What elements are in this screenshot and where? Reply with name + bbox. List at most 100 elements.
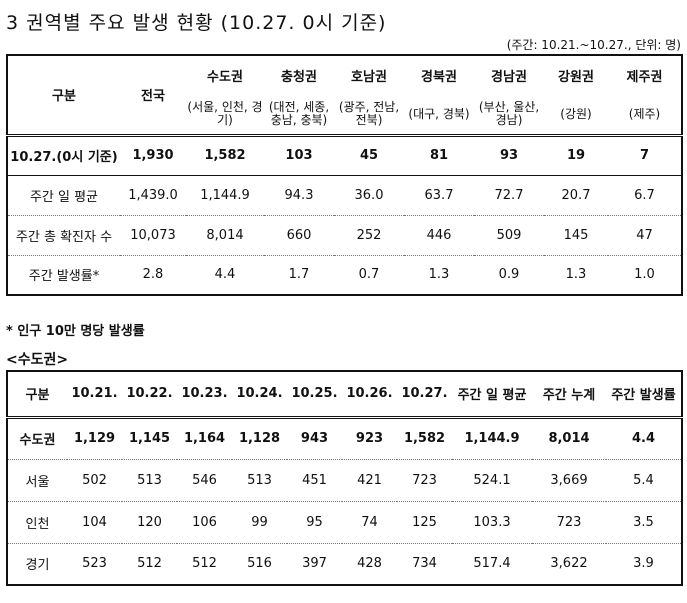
cell: 516 [232,542,287,585]
header-region-sub: (대구, 경북) [408,106,470,121]
cell: 19 [544,133,608,175]
cell: 8,014 [186,214,264,255]
regional-summary-table: 구분 전국 수도권 충청권 호남권 경북권 경남권 강원권 제주권 (서울, 인… [6,54,683,296]
header-region: 충청권 [281,70,317,85]
header-cell: 구분 [25,388,50,404]
cell: 5.4 [606,458,682,501]
row-label: 인천 [7,500,67,543]
cell: 63.7 [404,174,474,215]
header-corner: 구분 [52,89,76,105]
header-region-sub: (강원) [560,106,592,121]
header-cell: 10.26. [346,386,393,402]
cell: 3,622 [532,542,606,585]
header-cell: 10.27. [401,386,448,402]
header-region: 호남권 [351,70,387,85]
header-cell: 10.25. [291,386,338,402]
row-label: 경기 [7,542,67,585]
cell: 3.5 [606,500,682,543]
cell: 923 [342,415,397,459]
cell: 36.0 [334,174,404,215]
header-cell: 10.21. [71,386,118,402]
row-label: 서울 [7,458,67,501]
header-region-sub: (제주) [628,106,661,121]
cell: 3,669 [532,458,606,501]
header-cell: 주간 일 평균 [457,388,527,404]
cell: 1,582 [186,133,264,175]
header-region-sub: (부산, 울산, 경남) [478,100,540,128]
cell: 0.7 [334,254,404,295]
cell: 8,014 [532,415,606,459]
cell: 1,144.9 [186,174,264,215]
cell: 513 [232,458,287,501]
cell: 1,129 [67,415,122,459]
cell: 0.9 [474,254,544,295]
cell: 95 [287,500,342,543]
cell: 103.3 [452,500,532,543]
footnote: * 인구 10만 명당 발생률 [6,324,145,339]
header-region: 수도권 [207,70,243,85]
cell: 428 [342,542,397,585]
row-label: 주간 총 확진자 수 [7,214,120,255]
cell: 451 [287,458,342,501]
cell: 524.1 [452,458,532,501]
cell: 723 [532,500,606,543]
cell: 99 [232,500,287,543]
cell: 120 [122,500,177,543]
cell: 10,073 [120,214,186,255]
header-region-sub: (대전, 세종, 충남, 충북) [268,100,330,128]
header-national: 전국 [141,89,165,105]
row-label: 10.27.(0시 기준) [7,133,120,175]
header-cell: 주간 발생률 [611,388,676,404]
cell: 6.7 [608,174,682,215]
cell: 517.4 [452,542,532,585]
row-label: 주간 발생률* [7,254,120,295]
cell: 509 [474,214,544,255]
cell: 2.8 [120,254,186,295]
cell: 1,144.9 [452,415,532,459]
cell: 1.0 [608,254,682,295]
header-cell: 10.23. [181,386,228,402]
header-region: 경북권 [421,70,457,85]
page-title: 3 권역별 주요 발생 현황 (10.27. 0시 기준) [6,12,387,34]
capital-area-table: 구분 10.21. 10.22. 10.23. 10.24. 10.25. 10… [6,370,683,586]
cell: 660 [264,214,334,255]
cell: 446 [404,214,474,255]
cell: 513 [122,458,177,501]
cell: 72.7 [474,174,544,215]
cell: 145 [544,214,608,255]
cell: 4.4 [186,254,264,295]
cell: 94.3 [264,174,334,215]
cell: 1,164 [177,415,232,459]
cell: 1.7 [264,254,334,295]
cell: 45 [334,133,404,175]
cell: 7 [608,133,682,175]
header-region: 경남권 [491,70,527,85]
cell: 546 [177,458,232,501]
unit-note: (주간: 10.21.~10.27., 단위: 명) [506,38,681,52]
header-region-sub: (서울, 인천, 경기) [187,100,263,128]
header-cell: 주간 누계 [542,388,596,404]
cell: 734 [397,542,452,585]
cell: 1,128 [232,415,287,459]
header-region: 강원권 [558,70,594,85]
cell: 1,145 [122,415,177,459]
cell: 81 [404,133,474,175]
cell: 512 [122,542,177,585]
cell: 104 [67,500,122,543]
cell: 421 [342,458,397,501]
row-label: 주간 일 평균 [7,174,120,215]
cell: 252 [334,214,404,255]
header-region-sub: (광주, 전남, 전북) [338,100,400,128]
cell: 125 [397,500,452,543]
cell: 1.3 [544,254,608,295]
cell: 20.7 [544,174,608,215]
section-title: <수도권> [6,352,69,368]
cell: 1.3 [404,254,474,295]
cell: 502 [67,458,122,501]
header-cell: 10.22. [126,386,173,402]
cell: 93 [474,133,544,175]
cell: 397 [287,542,342,585]
cell: 74 [342,500,397,543]
cell: 1,439.0 [120,174,186,215]
cell: 512 [177,542,232,585]
